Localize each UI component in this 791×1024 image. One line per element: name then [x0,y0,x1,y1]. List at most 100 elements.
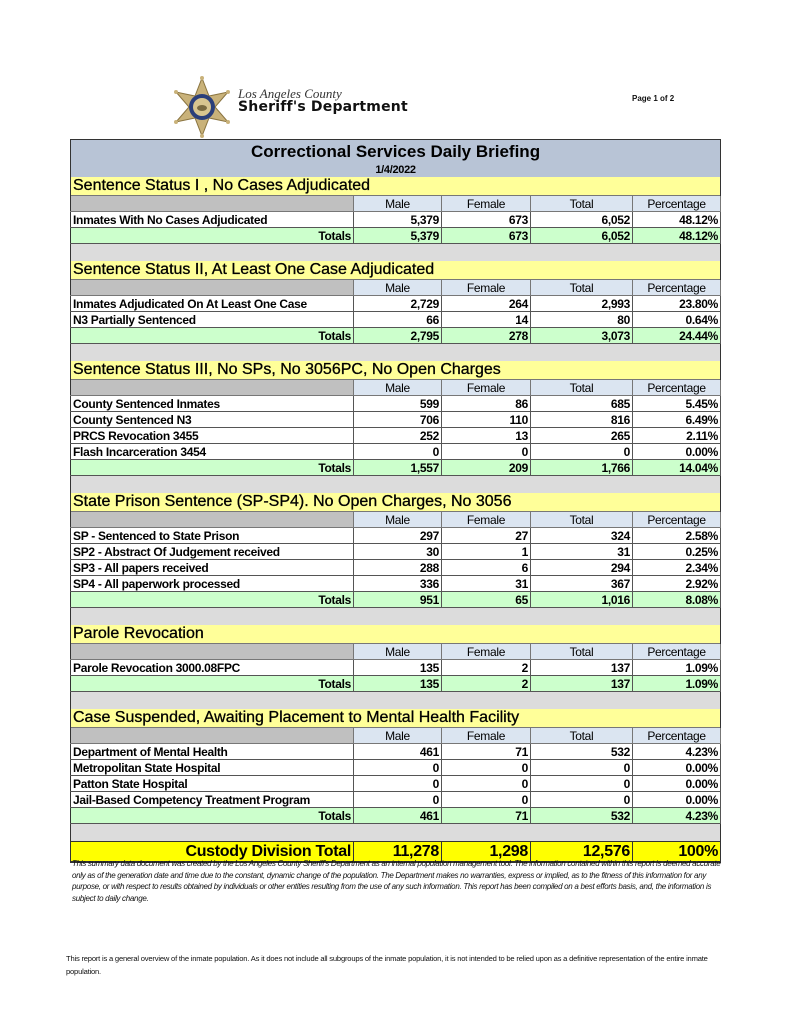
row-label: Inmates Adjudicated On At Least One Case [70,295,354,312]
cell-female: 31 [441,575,531,592]
cell-percentage: 2.92% [631,575,722,592]
totals-total: 6,052 [530,227,633,244]
column-header-percentage: Percentage [631,379,722,396]
totals-row: Totals 135 2 137 1.09% [70,675,722,692]
totals-male: 135 [353,675,442,692]
column-header-percentage: Percentage [631,727,722,744]
cell-total: 0 [530,443,633,460]
header-blank [70,379,354,396]
column-header-female: Female [441,379,531,396]
row-label: Metropolitan State Hospital [70,759,354,776]
grand-total-total: 12,576 [530,841,633,863]
cell-total: 324 [530,527,633,544]
column-header-male: Male [353,643,442,660]
column-header-row: Male Female Total Percentage [70,279,722,296]
row-label: SP2 - Abstract Of Judgement received [70,543,354,560]
row-label: PRCS Revocation 3455 [70,427,354,444]
spacer-row [69,243,722,261]
totals-percentage: 48.12% [631,227,722,244]
cell-total: 0 [530,759,633,776]
cell-male: 0 [353,791,442,808]
cell-percentage: 1.09% [631,659,722,676]
totals-female: 71 [441,807,531,824]
cell-male: 0 [353,759,442,776]
cell-female: 0 [441,775,531,792]
totals-total: 1,766 [530,459,633,476]
cell-percentage: 2.34% [631,559,722,576]
table-row: SP - Sentenced to State Prison 297 27 324 2.… [70,527,722,544]
column-header-percentage: Percentage [631,643,722,660]
spacer [69,691,722,709]
row-label: Parole Revocation 3000.08FPC [70,659,354,676]
column-header-total: Total [530,727,633,744]
cell-total: 2,993 [530,295,633,312]
cell-female: 264 [441,295,531,312]
table-row: Jail-Based Competency Treatment Program 0… [70,791,722,808]
table-row: County Sentenced N3 706 110 816 6.49% [70,411,722,428]
totals-female: 65 [441,591,531,608]
totals-female: 209 [441,459,531,476]
grand-total-percentage: 100% [631,841,722,863]
column-header-total: Total [530,643,633,660]
spacer-row [69,691,722,709]
cell-female: 71 [441,743,531,760]
spacer [69,607,722,625]
totals-percentage: 8.08% [631,591,722,608]
table-row: Patton State Hospital 0 0 0 0.00% [70,775,722,792]
grand-total-label: Custody Division Total [70,841,354,863]
section-title: Sentence Status I , No Cases Adjudicated [69,177,722,196]
sheriff-logo: Los Angeles County Sheriff's Department [170,76,440,138]
section-title: State Prison Sentence (SP-SP4). No Open … [69,493,722,512]
cell-male: 135 [353,659,442,676]
totals-female: 278 [441,327,531,344]
totals-percentage: 14.04% [631,459,722,476]
cell-male: 2,729 [353,295,442,312]
cell-total: 137 [530,659,633,676]
totals-row: Totals 1,557 209 1,766 14.04% [70,459,722,476]
section-title: Case Suspended, Awaiting Placement to Me… [69,709,722,728]
cell-male: 336 [353,575,442,592]
totals-male: 5,379 [353,227,442,244]
cell-male: 252 [353,427,442,444]
cell-total: 0 [530,775,633,792]
cell-male: 599 [353,395,442,412]
cell-total: 6,052 [530,211,633,228]
cell-female: 110 [441,411,531,428]
column-header-male: Male [353,379,442,396]
report-title: Correctional Services Daily Briefing [69,139,722,163]
grand-total-male: 11,278 [353,841,442,863]
cell-total: 294 [530,559,633,576]
totals-percentage: 4.23% [631,807,722,824]
column-header-male: Male [353,511,442,528]
cell-percentage: 48.12% [631,211,722,228]
totals-label: Totals [70,327,354,344]
section-title: Parole Revocation [69,625,722,644]
disclaimer: This summary data document was created b… [72,859,721,903]
cell-total: 685 [530,395,633,412]
header-blank [70,195,354,212]
row-label: County Sentenced N3 [70,411,354,428]
column-header-row: Male Female Total Percentage [70,643,722,660]
header-blank [70,727,354,744]
column-header-female: Female [441,279,531,296]
column-header-percentage: Percentage [631,279,722,296]
page-number: Page 1 of 2 [632,94,675,103]
grand-total-row: Custody Division Total 11,278 1,298 12,576 1… [70,841,722,863]
section-title: Sentence Status III, No SPs, No 3056PC, … [69,361,722,380]
row-label: Inmates With No Cases Adjudicated [70,211,354,228]
cell-percentage: 2.11% [631,427,722,444]
cell-female: 0 [441,443,531,460]
cell-female: 673 [441,211,531,228]
cell-female: 13 [441,427,531,444]
logo-line2: Sheriff's Department [238,99,408,115]
cell-female: 6 [441,559,531,576]
table-row: N3 Partially Sentenced 66 14 80 0.64% [70,311,722,328]
totals-row: Totals 461 71 532 4.23% [70,807,722,824]
cell-percentage: 23.80% [631,295,722,312]
cell-female: 27 [441,527,531,544]
column-header-row: Male Female Total Percentage [70,195,722,212]
row-label: Flash Incarceration 3454 [70,443,354,460]
cell-male: 461 [353,743,442,760]
column-header-female: Female [441,727,531,744]
